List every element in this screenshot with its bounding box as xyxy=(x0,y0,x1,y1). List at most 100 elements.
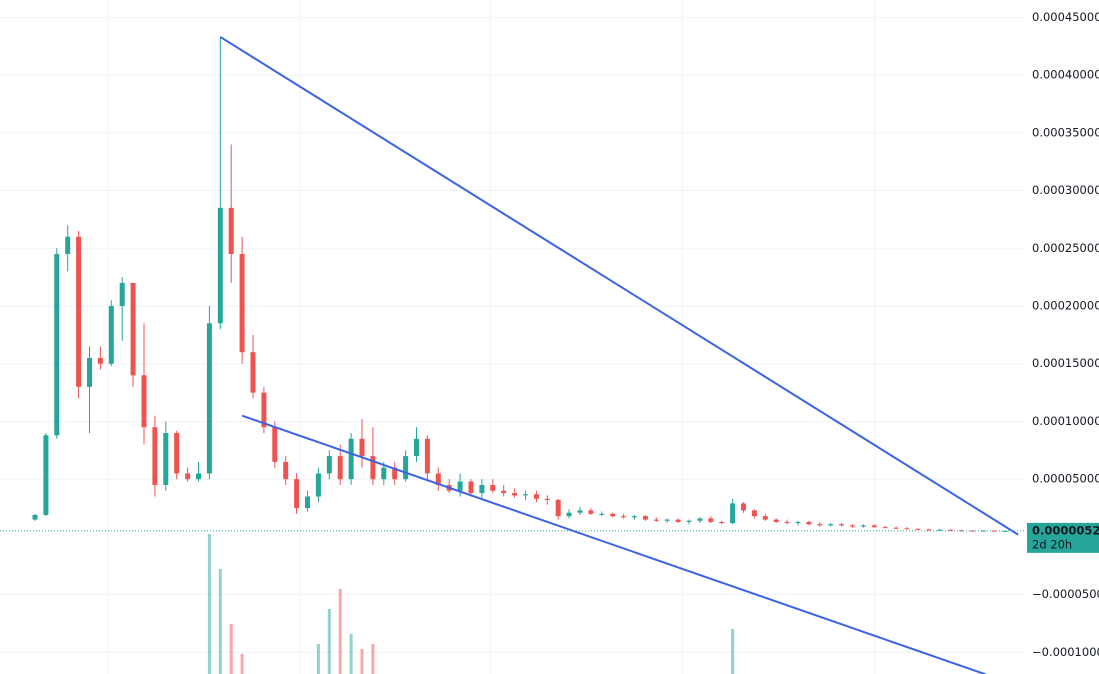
candle-body xyxy=(893,527,899,529)
candle-body xyxy=(697,518,703,521)
candle-body xyxy=(97,357,103,364)
volume-bar xyxy=(371,644,375,674)
candle-body xyxy=(65,236,71,255)
candle-body xyxy=(882,527,888,529)
candle-body xyxy=(217,207,223,324)
candle-body xyxy=(152,427,158,485)
price-label: 0.00000525 xyxy=(1032,523,1099,537)
candle-body xyxy=(403,456,409,480)
candle-body xyxy=(228,207,234,255)
y-tick-label: 0.00045000 xyxy=(1032,10,1099,24)
candle-body xyxy=(32,514,38,520)
candle-body xyxy=(283,461,289,480)
candle-body xyxy=(915,528,921,530)
y-tick-label: 0.00015000 xyxy=(1032,356,1099,370)
y-tick-label: 0.00010000 xyxy=(1032,414,1099,428)
candle-body xyxy=(860,525,866,527)
candle-body xyxy=(948,529,954,531)
candle-body xyxy=(435,473,441,485)
candle-body xyxy=(43,435,49,515)
trendlines xyxy=(0,36,1025,674)
volume-bar xyxy=(360,649,364,674)
candle-body xyxy=(599,513,605,515)
candle-body xyxy=(381,467,387,480)
candle-body xyxy=(719,521,725,524)
candle-body xyxy=(926,529,932,531)
candle-body xyxy=(937,529,943,531)
candle-body xyxy=(392,467,398,480)
y-tick-label: −0.00010000 xyxy=(1032,645,1099,659)
volume-bar xyxy=(218,569,222,674)
candle-body xyxy=(490,484,496,491)
candle-body xyxy=(424,438,430,474)
trendline xyxy=(219,36,1019,536)
grid xyxy=(0,16,1025,653)
candle-body xyxy=(806,521,812,525)
y-tick-label: −0.00005000 xyxy=(1032,587,1099,601)
candle-body xyxy=(839,524,845,526)
candle-body xyxy=(206,323,212,474)
candle-body xyxy=(904,528,910,530)
vertical-grid xyxy=(107,0,876,674)
candle-body xyxy=(730,503,736,524)
candle-body xyxy=(163,433,169,485)
candle-body xyxy=(141,375,147,428)
candle-body xyxy=(708,518,714,522)
volume-bar xyxy=(207,534,211,674)
candle-body xyxy=(54,254,60,436)
candle-body xyxy=(621,516,627,518)
price-label-box xyxy=(1027,522,1099,553)
y-tick-label: 0.00030000 xyxy=(1032,183,1099,197)
candle-body xyxy=(239,254,245,353)
candle-body xyxy=(119,282,125,306)
candle-body xyxy=(980,530,986,532)
candle-body xyxy=(315,473,321,497)
volume-bar xyxy=(731,629,735,674)
y-tick-label: 0.00025000 xyxy=(1032,241,1099,255)
candle-body xyxy=(544,498,550,500)
volume-bar xyxy=(338,589,342,674)
candle-body xyxy=(632,516,637,518)
candle-body xyxy=(185,473,191,480)
candle-body xyxy=(773,519,779,522)
candle-body xyxy=(850,525,855,527)
candle-body xyxy=(196,473,201,480)
volume-bar xyxy=(316,644,320,674)
volume xyxy=(207,534,735,674)
candle-body xyxy=(533,494,539,499)
candle-body xyxy=(414,438,419,457)
candle-body xyxy=(642,516,648,520)
candle-body xyxy=(577,510,583,513)
candle-body xyxy=(337,456,343,480)
candle-body xyxy=(555,499,561,517)
y-tick-label: 0.00035000 xyxy=(1032,125,1099,139)
candle-body xyxy=(817,524,823,526)
volume-bar xyxy=(349,634,353,674)
candle-body xyxy=(468,481,474,494)
candle-body xyxy=(610,513,616,517)
volume-bar xyxy=(240,654,244,674)
candle-body xyxy=(675,519,681,522)
candle-body xyxy=(261,392,267,428)
candle-body xyxy=(588,510,594,514)
countdown-label: 2d 20h xyxy=(1032,537,1072,551)
candle-body xyxy=(991,530,997,532)
price-axis: 0.00045000 0.00040000 0.00035000 0.00030000… xyxy=(1027,10,1099,659)
candle-body xyxy=(664,519,670,521)
candle-body xyxy=(479,484,485,494)
candle-body xyxy=(959,530,964,532)
candle-body xyxy=(795,521,801,524)
volume-bar xyxy=(327,609,331,674)
candle-body xyxy=(250,352,256,393)
candle-body xyxy=(871,525,877,528)
candle-body xyxy=(457,481,463,491)
candle-body xyxy=(326,456,332,474)
candle-body xyxy=(130,282,136,376)
candle-body xyxy=(566,512,572,517)
candle-body xyxy=(762,516,768,520)
candle-body xyxy=(653,519,659,521)
candle-body xyxy=(87,357,92,387)
candle-body xyxy=(76,236,82,387)
